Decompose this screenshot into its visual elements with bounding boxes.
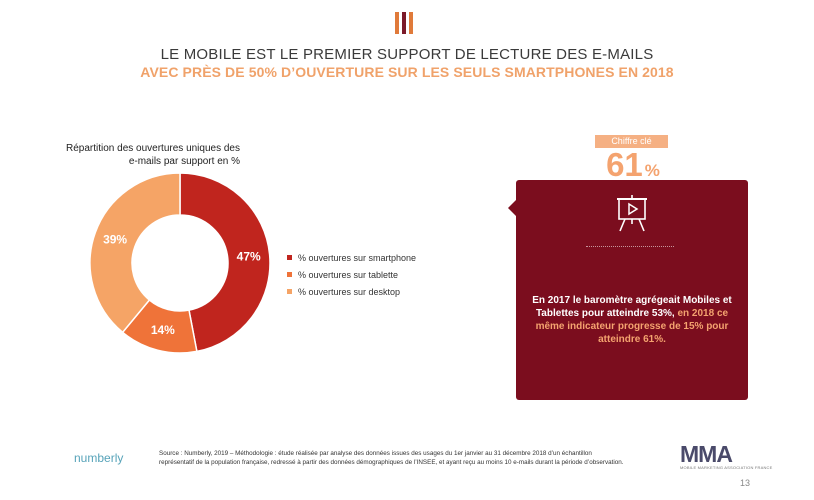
page-title: LE MOBILE EST LE PREMIER SUPPORT DE LECT… (160, 46, 654, 63)
presentation-screen-icon (617, 195, 647, 232)
donut-slice-smartphone (179, 172, 271, 353)
legend-swatch (287, 272, 292, 277)
donut-label-tablette: 14% (151, 323, 175, 337)
page-subtitle: AVEC PRÈS DE 50% D’OUVERTURE SUR LES SEU… (140, 64, 674, 80)
legend-label: % ouvertures sur smartphone (298, 252, 417, 263)
key-figure-badge: Chiffre clé (595, 135, 668, 148)
key-figure-unit: % (644, 161, 660, 180)
donut-chart: 47% 14% 39% (89, 172, 271, 354)
key-figure: 61% (598, 146, 668, 184)
legend-item-tablette: % ouvertures sur tablette (287, 266, 416, 283)
three-vertical-bars-icon (395, 12, 413, 34)
card-text-highlight: en 2018 ce même indicateur progresse de … (535, 308, 729, 332)
donut-label-smartphone: 47% (237, 250, 261, 264)
legend-swatch (287, 289, 292, 294)
legend-item-smartphone: % ouvertures sur smartphone (287, 249, 416, 266)
mma-logo: MMA MOBILE MARKETING ASSOCIATION FRANCE (680, 441, 773, 470)
mma-logo-text: MMA (680, 441, 733, 467)
numberly-logo: numberly (74, 451, 124, 465)
chart-caption-line1: Répartition des ouvertures uniques des (66, 143, 240, 154)
key-figure-value: 61 (606, 146, 643, 183)
source-line1: Source : Numberly, 2019 – Méthodologie :… (159, 450, 592, 457)
logo-bar-2 (402, 12, 406, 34)
card-text: En 2017 le baromètre agrégeait Mobiles e… (526, 294, 738, 346)
legend-label: % ouvertures sur tablette (298, 269, 399, 280)
source-line2: représentatif de la population française… (159, 459, 624, 466)
logo-bar-3 (409, 12, 413, 34)
chart-caption: Répartition des ouvertures uniques des e… (40, 142, 240, 168)
card-text-main: En 2017 le baromètre agrégeait Mobiles e… (532, 295, 732, 319)
chart-legend: % ouvertures sur smartphone % ouvertures … (287, 249, 416, 300)
page-number: 13 (740, 478, 751, 488)
card-divider (586, 246, 674, 247)
donut-slice-desktop (89, 172, 181, 334)
card-pointer (508, 200, 516, 216)
legend-label: % ouvertures sur desktop (298, 286, 401, 297)
donut-label-desktop: 39% (103, 233, 127, 247)
insight-card: En 2017 le baromètre agrégeait Mobiles e… (516, 180, 748, 400)
legend-swatch (287, 255, 292, 260)
mma-logo-subtitle: MOBILE MARKETING ASSOCIATION FRANCE (680, 465, 773, 470)
logo-bar-1 (395, 12, 399, 34)
legend-item-desktop: % ouvertures sur desktop (287, 283, 416, 300)
chart-caption-line2: e-mails par support en % (128, 156, 240, 167)
source-note: Source : Numberly, 2019 – Méthodologie :… (159, 449, 669, 467)
card-text-end: atteindre 61%. (598, 334, 666, 345)
